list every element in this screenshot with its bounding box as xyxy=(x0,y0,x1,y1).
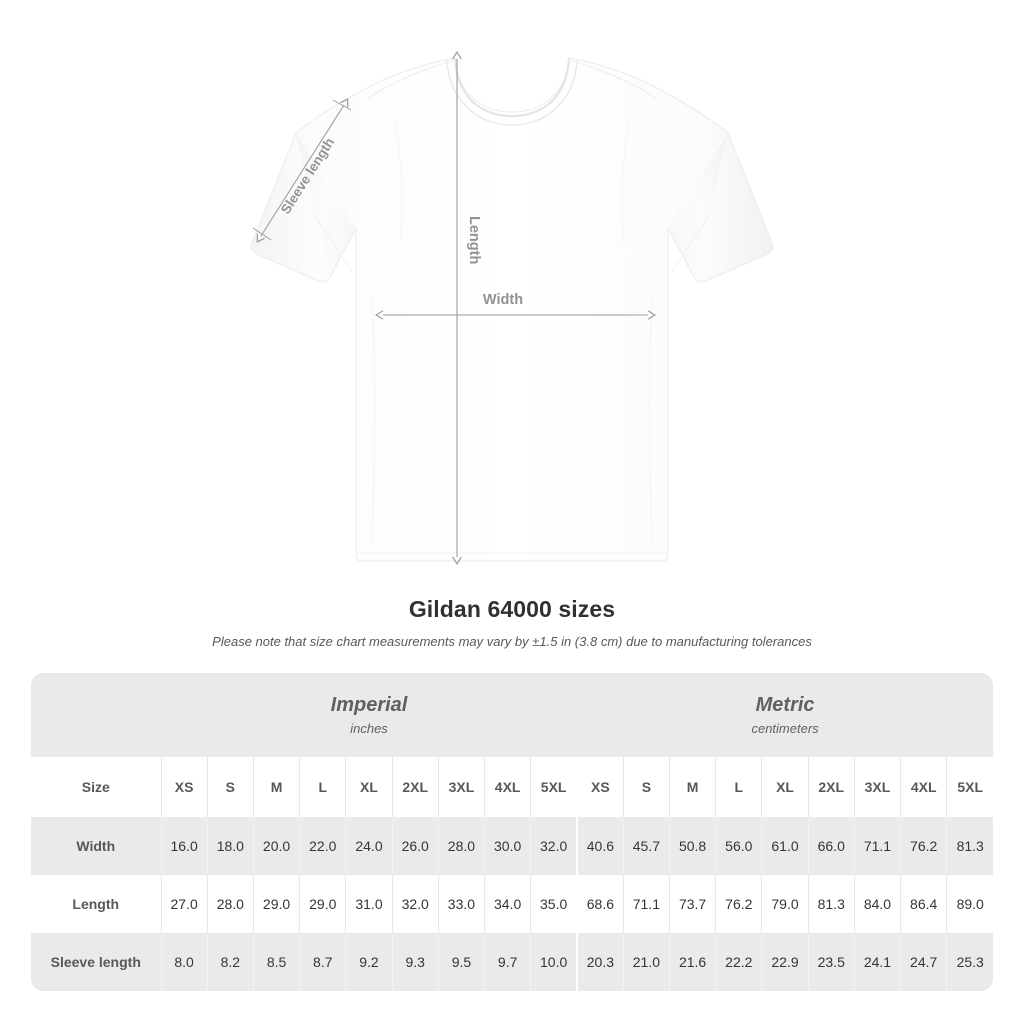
width-label: Width xyxy=(483,292,523,308)
cell-metric: 76.2 xyxy=(900,817,947,876)
size-header-metric-2xl: 2XL xyxy=(807,757,855,818)
cell-imperial: 29.0 xyxy=(252,875,300,934)
cell-imperial: 9.2 xyxy=(345,933,393,992)
cell-metric: 61.0 xyxy=(761,817,809,876)
cell-imperial: 24.0 xyxy=(345,817,393,876)
measurement-label: Sleeve length xyxy=(31,933,161,992)
cell-metric: 20.3 xyxy=(576,933,624,992)
size-header-imperial-s: S xyxy=(206,757,254,818)
cell-metric: 23.5 xyxy=(807,933,855,992)
cell-metric: 71.1 xyxy=(853,817,901,876)
tolerance-note: Please note that size chart measurements… xyxy=(212,633,812,649)
size-header-metric-s: S xyxy=(622,757,670,818)
cell-metric: 79.0 xyxy=(761,875,809,934)
cell-metric: 22.2 xyxy=(715,933,762,992)
cell-metric: 86.4 xyxy=(900,875,947,934)
cell-metric: 76.2 xyxy=(715,875,762,934)
size-header-imperial-m: M xyxy=(252,757,300,818)
table-row: Sleeve length 8.0 8.2 8.5 8.7 9.2 9.3 9.5 9.7 10.… xyxy=(31,933,994,992)
cell-imperial: 29.0 xyxy=(299,875,346,934)
length-label: Length xyxy=(466,216,482,264)
size-header-label: Size xyxy=(31,757,161,818)
cell-imperial: 28.0 xyxy=(437,817,485,876)
cell-imperial: 31.0 xyxy=(345,875,393,934)
size-header-imperial-4xl: 4XL xyxy=(484,757,531,818)
cell-imperial: 26.0 xyxy=(391,817,439,876)
size-header-metric-xs: XS xyxy=(576,757,624,818)
cell-metric: 56.0 xyxy=(715,817,762,876)
cell-imperial: 35.0 xyxy=(530,875,578,934)
cell-metric: 40.6 xyxy=(576,817,624,876)
cell-imperial: 18.0 xyxy=(206,817,254,876)
cell-imperial: 33.0 xyxy=(437,875,485,934)
cell-imperial: 8.2 xyxy=(206,933,254,992)
cell-imperial: 30.0 xyxy=(484,817,531,876)
garment-diagram: Length Width Sleeve length xyxy=(250,50,774,566)
cell-imperial: 9.5 xyxy=(437,933,485,992)
cell-metric: 25.3 xyxy=(946,933,994,992)
cell-metric: 21.6 xyxy=(668,933,716,992)
cell-imperial: 32.0 xyxy=(391,875,439,934)
cell-imperial: 20.0 xyxy=(252,817,300,876)
cell-imperial: 32.0 xyxy=(530,817,578,876)
cell-metric: 24.1 xyxy=(853,933,901,992)
page-title: Gildan 64000 sizes xyxy=(408,596,616,622)
unit-name: Metric xyxy=(755,693,815,716)
size-header-metric-m: M xyxy=(668,757,716,818)
cell-metric: 50.8 xyxy=(668,817,716,876)
size-header-imperial-3xl: 3XL xyxy=(437,757,485,818)
cell-imperial: 28.0 xyxy=(206,875,254,934)
cell-metric: 22.9 xyxy=(761,933,809,992)
unit-name: Imperial xyxy=(330,693,408,716)
measurement-label: Length xyxy=(31,875,161,934)
cell-imperial: 34.0 xyxy=(484,875,531,934)
cell-metric: 24.7 xyxy=(900,933,947,992)
size-header-metric-5xl: 5XL xyxy=(946,757,994,818)
cell-imperial: 22.0 xyxy=(299,817,346,876)
chart-caption: Gildan 64000 sizes Please note that size… xyxy=(0,590,1024,649)
unit-banner-metric: Metric centimeters xyxy=(577,673,994,758)
cell-metric: 84.0 xyxy=(853,875,901,934)
size-header-metric-xl: XL xyxy=(761,757,809,818)
unit-banner-row: Imperial inches Metric centimeters xyxy=(31,673,994,758)
size-header-imperial-5xl: 5XL xyxy=(530,757,578,818)
tshirt-illustration: Length Width Sleeve length xyxy=(250,50,774,566)
cell-metric: 81.3 xyxy=(946,817,994,876)
cell-metric: 73.7 xyxy=(668,875,716,934)
unit-banner-spacer xyxy=(31,673,161,758)
cell-metric: 21.0 xyxy=(622,933,670,992)
size-header-metric-4xl: 4XL xyxy=(900,757,947,818)
cell-metric: 89.0 xyxy=(946,875,994,934)
size-header-imperial-l: L xyxy=(299,757,346,818)
size-chart-table: Imperial inches Metric centimeters Size XS S M L… xyxy=(31,673,994,992)
unit-subtitle: inches xyxy=(350,720,388,736)
unit-subtitle: centimeters xyxy=(751,720,819,736)
size-header-imperial-xl: XL xyxy=(345,757,393,818)
cell-metric: 45.7 xyxy=(622,817,670,876)
cell-metric: 71.1 xyxy=(622,875,670,934)
table-row: Length 27.0 28.0 29.0 29.0 31.0 32.0 33.0 34.0 35… xyxy=(31,875,994,934)
unit-banner-imperial: Imperial inches xyxy=(161,673,578,758)
cell-imperial: 16.0 xyxy=(160,817,208,876)
size-table-container: Imperial inches Metric centimeters Size XS S M L… xyxy=(31,673,994,992)
shirt-body-shape xyxy=(250,57,774,562)
cell-imperial: 8.7 xyxy=(299,933,346,992)
sleeve-length-dimension xyxy=(252,98,352,243)
size-header-metric-3xl: 3XL xyxy=(853,757,901,818)
measurement-label: Width xyxy=(31,817,161,876)
cell-metric: 68.6 xyxy=(576,875,624,934)
cell-imperial: 9.7 xyxy=(484,933,531,992)
size-header-imperial-2xl: 2XL xyxy=(391,757,439,818)
cell-imperial: 8.5 xyxy=(252,933,300,992)
size-header-row: Size XS S M L XL 2XL 3XL 4XL 5XL XS S M L XL 2XL 3XL 4XL 5… xyxy=(31,757,994,818)
cell-metric: 81.3 xyxy=(807,875,855,934)
cell-imperial: 27.0 xyxy=(160,875,208,934)
size-header-imperial-xs: XS xyxy=(160,757,208,818)
cell-imperial: 9.3 xyxy=(391,933,439,992)
cell-imperial: 10.0 xyxy=(530,933,578,992)
size-header-metric-l: L xyxy=(715,757,762,818)
cell-imperial: 8.0 xyxy=(160,933,208,992)
cell-metric: 66.0 xyxy=(807,817,855,876)
table-row: Width 16.0 18.0 20.0 22.0 24.0 26.0 28.0 30.0 32.… xyxy=(31,817,994,876)
